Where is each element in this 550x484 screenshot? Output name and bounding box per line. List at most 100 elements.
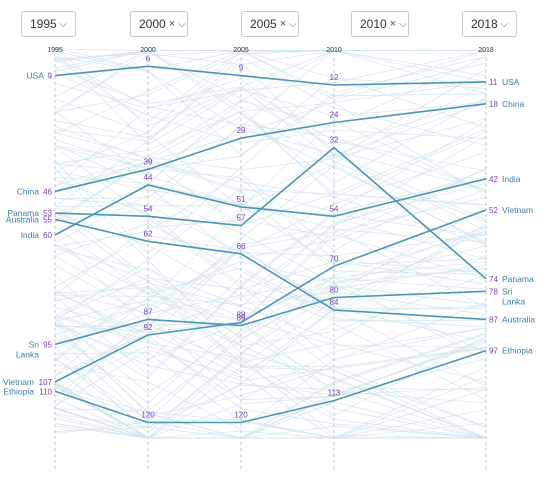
- background-line: [54, 160, 487, 275]
- rank-label: 52: [489, 206, 498, 215]
- year-select-2005[interactable]: 2005 × ⌵: [241, 11, 299, 37]
- rank-label: 39: [144, 157, 153, 166]
- rank-label: 44: [144, 173, 153, 182]
- country-label-left: Sri: [29, 339, 40, 349]
- rank-label: 97: [489, 347, 498, 356]
- rank-label: 89: [237, 314, 246, 323]
- clear-icon[interactable]: ×: [279, 18, 287, 30]
- background-line: [54, 276, 487, 394]
- rank-label: 9: [48, 72, 53, 81]
- background-line: [54, 194, 487, 285]
- background-line: [54, 277, 487, 404]
- background-line: [54, 285, 487, 376]
- background-line: [54, 169, 487, 377]
- rank-label: 11: [489, 78, 498, 87]
- background-line: [54, 248, 487, 343]
- chevron-down-icon[interactable]: ⌵: [59, 18, 67, 30]
- country-label-right: USA: [502, 77, 520, 87]
- background-line: [54, 384, 487, 439]
- rank-label: 120: [234, 411, 248, 420]
- year-select-2010[interactable]: 2010 × ⌵: [351, 11, 409, 37]
- background-line: [54, 225, 487, 349]
- country-label-left: Vietnam: [3, 377, 34, 387]
- background-line: [54, 205, 487, 290]
- series-line: [54, 209, 487, 383]
- axis-tick-label: 1995: [47, 47, 63, 54]
- rank-label: 120: [141, 411, 155, 420]
- background-line: [54, 110, 487, 266]
- country-label-left: Panama: [7, 208, 39, 218]
- rank-label: 113: [328, 389, 341, 398]
- rank-label: 60: [43, 231, 52, 240]
- rank-label: 29: [237, 126, 246, 135]
- background-line: [54, 67, 487, 172]
- background-line: [54, 50, 486, 172]
- background-line: [54, 284, 487, 439]
- rank-label: 53: [43, 209, 52, 218]
- background-line: [54, 50, 487, 135]
- background-line: [54, 78, 487, 191]
- country-label-right: Panama: [502, 274, 534, 284]
- year-select-2000[interactable]: 2000 × ⌵: [130, 11, 188, 37]
- country-label-right: China: [502, 99, 524, 109]
- rank-label: 88: [237, 311, 246, 320]
- rank-label: 92: [144, 323, 153, 332]
- background-line: [54, 120, 487, 322]
- background-line: [54, 102, 487, 196]
- rank-label: 32: [330, 136, 339, 145]
- rank-label: 42: [489, 175, 498, 184]
- country-label-left: China: [17, 186, 39, 196]
- rank-label: 87: [144, 307, 153, 316]
- background-line: [54, 161, 487, 245]
- background-line: [54, 68, 487, 171]
- chevron-down-icon[interactable]: ⌵: [399, 18, 407, 30]
- rank-label: 6: [146, 54, 151, 63]
- country-label-right: Ethiopia: [502, 346, 533, 356]
- rank-label: 12: [330, 73, 339, 82]
- rank-label: 87: [489, 315, 498, 324]
- background-line: [54, 316, 487, 439]
- background-line: [54, 294, 487, 428]
- rank-label: 51: [237, 195, 246, 204]
- year-select-value: 2018: [471, 17, 498, 31]
- year-select-1995[interactable]: 1995 ⌵: [21, 11, 76, 37]
- background-line: [54, 336, 487, 430]
- rank-label: 46: [43, 187, 52, 196]
- rank-label: 74: [489, 275, 498, 284]
- rank-label: 24: [330, 111, 339, 120]
- rank-label: 54: [330, 204, 339, 213]
- rank-label: 57: [237, 214, 246, 223]
- series-line: [54, 349, 487, 424]
- axis-tick-label: 2000: [140, 47, 156, 54]
- country-label-left: Australia: [6, 214, 39, 224]
- clear-icon[interactable]: ×: [389, 18, 397, 30]
- clear-icon[interactable]: ×: [168, 18, 176, 30]
- rank-label: 62: [144, 229, 153, 238]
- rank-label: 18: [489, 100, 498, 109]
- rank-label: 95: [43, 340, 52, 349]
- country-label-right: Sri: [502, 286, 513, 296]
- country-label-left: India: [21, 230, 40, 240]
- chevron-down-icon[interactable]: ⌵: [289, 18, 297, 30]
- year-select-2018[interactable]: 2018 ⌵: [462, 11, 517, 37]
- background-line: [54, 225, 487, 316]
- background-line: [54, 151, 487, 288]
- background-line: [54, 285, 487, 412]
- axis-tick-label: 2005: [233, 47, 249, 54]
- background-line: [54, 115, 487, 173]
- background-line: [54, 264, 487, 401]
- rank-label: 107: [39, 378, 53, 387]
- chevron-down-icon[interactable]: ⌵: [178, 18, 186, 30]
- country-label-right: Australia: [502, 314, 535, 324]
- background-line: [54, 286, 487, 391]
- chevron-down-icon[interactable]: ⌵: [500, 18, 508, 30]
- axis-tick-label: 2018: [478, 47, 494, 54]
- series-line: [54, 103, 487, 193]
- rank-label: 54: [144, 204, 153, 213]
- background-line: [54, 168, 487, 295]
- background-line: [54, 327, 487, 430]
- country-label-right: India: [502, 174, 521, 184]
- axis-tick-label: 2010: [326, 47, 342, 54]
- rank-label: 80: [330, 286, 339, 295]
